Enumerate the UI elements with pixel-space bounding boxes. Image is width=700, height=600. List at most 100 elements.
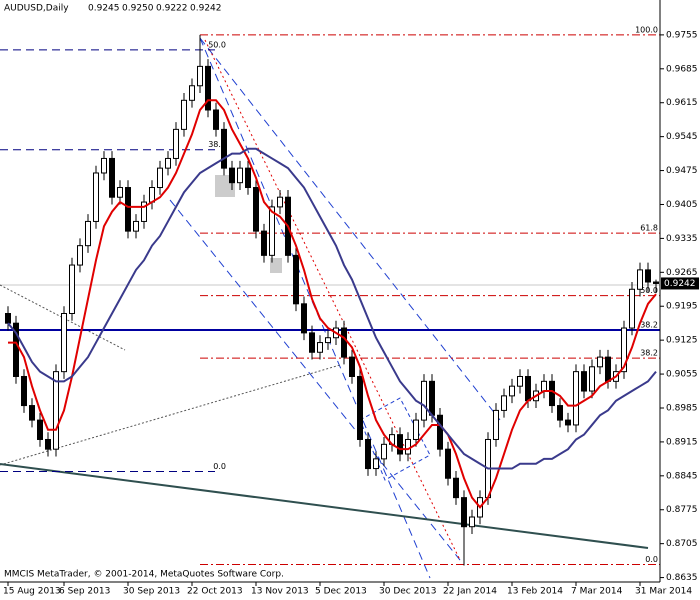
candle-body [125,187,131,232]
chart-title: AUDUSD,Daily [4,4,69,14]
candle-body [85,220,91,247]
candle-body [189,85,195,101]
level-label: 38.2 [208,140,226,149]
y-tick-label: 0.9125 [666,336,698,346]
candle-body [341,327,347,358]
candle-body [93,172,99,222]
candle-body [21,375,27,407]
trend-line [204,39,461,561]
candle-body [525,375,531,402]
candle-body [213,109,219,130]
level-label: 61.8 [640,224,658,233]
ohlc-label: 0.9222 [156,4,188,14]
candle-body [45,438,51,450]
candle-body [653,281,659,284]
candle-body [165,157,171,169]
y-tick-label: 0.9615 [666,98,698,108]
candle-body [53,371,59,450]
y-tick-label: 0.9265 [666,268,698,278]
candle-body [557,405,563,421]
x-tick-label: 7 Mar 2014 [571,587,623,597]
level-label: 50.0 [640,286,658,295]
trend-line [0,364,341,466]
moving-average [7,147,657,470]
candle-body [605,356,611,382]
candle-body [173,128,179,159]
ohlc-label: 0.9245 [88,4,120,14]
candle-body [133,220,139,232]
y-tick-label: 0.8845 [666,471,698,481]
candle-body [317,342,323,353]
candle-body [445,448,451,479]
candle-body [453,477,459,499]
level-label: 38.2 [640,320,658,329]
level-label: 38.2 [640,349,658,358]
candle-body [437,414,443,450]
candle-body [629,288,635,329]
y-tick-label: 0.9545 [666,132,698,142]
candle-body [37,419,43,440]
candle-body [589,366,595,392]
y-tick-label: 0.9055 [666,370,698,380]
candle-body [597,356,603,368]
candle-body [493,409,499,440]
level-label: 100.0 [635,25,658,34]
level-label: 0.0 [645,555,658,564]
candle-body [205,65,211,111]
candle-body [621,327,627,373]
candle-body [269,206,275,256]
y-tick-label: 0.9755 [666,30,698,40]
trend-line [0,284,126,351]
footer: MMCIS MetaTrader, © 2001-2014, MetaQuote… [4,570,284,580]
candle-body [77,245,83,266]
candle-body [245,167,251,189]
ohlc-label: 0.9250 [122,4,154,14]
candle-body [357,375,363,440]
candle-body [61,313,67,373]
candle-body [261,230,267,256]
candle-body [29,405,35,421]
candle-body [509,385,515,397]
y-tick-label: 0.9685 [666,64,698,74]
price-label: 0.9242 [664,279,696,289]
level-label: 50.0 [208,40,226,49]
x-tick-label: 5 Dec 2013 [315,587,367,597]
candle-body [109,157,115,198]
x-tick-label: 13 Nov 2013 [251,587,309,597]
y-tick-label: 0.9405 [666,200,698,210]
candle-body [197,65,203,87]
candle-body [141,201,147,222]
candle-body [581,371,587,392]
plot: 100.0 61.8 50.0 38.2 0.0 50.0 38.2 0.0 38.2 [0,25,660,566]
candle-body [373,458,379,470]
candle-body [517,375,523,387]
price-label-box [661,277,699,290]
x-tick-label: 22 Oct 2013 [187,587,243,597]
y-tick-label: 0.8775 [666,505,698,515]
candle-body [429,380,435,416]
candle-body [421,380,427,421]
x-tick-label: 22 Jan 2014 [443,587,497,597]
candle-body [365,438,371,470]
candle-body [541,380,547,392]
candle-body [461,497,467,528]
candle-body [469,516,475,528]
x-tick-label: 6 Sep 2013 [59,587,110,597]
y-tick-label: 0.8705 [666,539,698,549]
candle-body [253,187,259,232]
x-tick-label: 13 Feb 2014 [507,587,563,597]
y-tick-label: 0.9475 [666,166,698,176]
y-tick-label: 0.8635 [666,573,698,583]
candle-body [101,157,107,174]
candle-body [277,196,283,208]
candle-body [573,371,579,426]
candle-body [325,337,331,344]
level-label: 0.0 [213,462,226,471]
x-tick-label: 31 Mar 2014 [635,587,692,597]
candle-body [69,264,75,315]
support-line [0,463,649,549]
candle-body [501,395,507,411]
